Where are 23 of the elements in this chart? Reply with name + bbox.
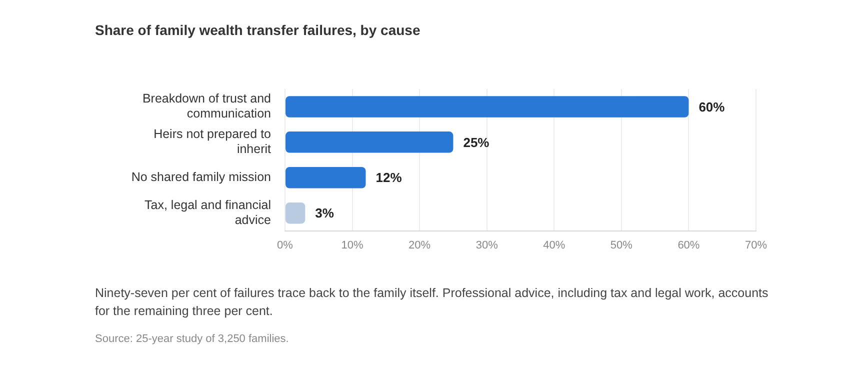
- chart-title: Share of family wealth transfer failures, by cause: [95, 22, 422, 38]
- data-label: 25%: [463, 134, 490, 150]
- y-tick-label: Breakdown of trust and communication: [142, 92, 272, 121]
- data-label: 3%: [315, 206, 334, 221]
- x-tick-label: 50%: [610, 239, 633, 252]
- x-tick-label: 20%: [408, 239, 431, 252]
- bar: [286, 132, 454, 153]
- y-tick-label: Tax, legal and financial advice: [144, 198, 272, 228]
- y-tick-label: No shared family mission: [131, 170, 272, 184]
- data-label: 12%: [376, 170, 402, 186]
- x-tick-label: 0%: [277, 239, 294, 252]
- data-label: 60%: [698, 99, 726, 114]
- x-tick-label: 70%: [744, 239, 768, 252]
- bar: [286, 166, 366, 188]
- x-tick-label: 60%: [678, 239, 700, 252]
- text: Ninety-seven per cent of failures trace back to the family itself. Professional advice, including tax and legal work, accounts for the remaining three per cent.: [95, 285, 770, 320]
- x-tick-label: 40%: [543, 239, 566, 252]
- bar: [286, 96, 689, 118]
- bar: [286, 202, 306, 224]
- x-tick-label: 10%: [341, 239, 364, 252]
- x-tick-label: 30%: [476, 239, 498, 252]
- source-note: Source: 25-year study of 3,250 families.: [95, 332, 290, 347]
- y-tick-label: Heirs not prepared to inherit: [154, 127, 272, 156]
